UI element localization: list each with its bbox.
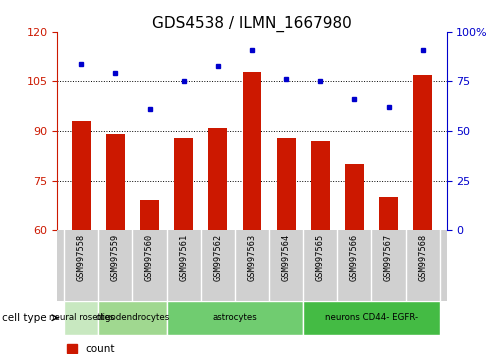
Bar bbox=[413, 75, 432, 230]
Text: GSM997560: GSM997560 bbox=[145, 234, 154, 281]
Bar bbox=[345, 164, 364, 230]
Bar bbox=[174, 138, 193, 230]
Title: GDS4538 / ILMN_1667980: GDS4538 / ILMN_1667980 bbox=[152, 16, 352, 32]
Bar bbox=[98, 301, 167, 335]
Text: GSM997565: GSM997565 bbox=[316, 234, 325, 281]
Text: GSM997564: GSM997564 bbox=[281, 234, 290, 281]
Bar bbox=[277, 138, 295, 230]
Text: GSM997561: GSM997561 bbox=[179, 234, 188, 281]
Text: GSM997559: GSM997559 bbox=[111, 234, 120, 281]
Bar bbox=[311, 141, 330, 230]
Bar bbox=[167, 301, 303, 335]
Text: GSM997562: GSM997562 bbox=[214, 234, 223, 281]
Text: oligodendrocytes: oligodendrocytes bbox=[95, 313, 170, 322]
Text: neural rosettes: neural rosettes bbox=[49, 313, 114, 322]
Bar bbox=[243, 72, 261, 230]
Bar bbox=[209, 128, 227, 230]
Text: GSM997566: GSM997566 bbox=[350, 234, 359, 281]
Bar bbox=[64, 301, 98, 335]
Text: cell type: cell type bbox=[2, 313, 47, 323]
Bar bbox=[72, 121, 91, 230]
Bar bbox=[303, 301, 440, 335]
Text: GSM997568: GSM997568 bbox=[418, 234, 427, 281]
Text: astrocytes: astrocytes bbox=[213, 313, 257, 322]
Legend: count, percentile rank within the sample: count, percentile rank within the sample bbox=[62, 340, 265, 354]
Text: GSM997563: GSM997563 bbox=[248, 234, 256, 281]
Text: neurons CD44- EGFR-: neurons CD44- EGFR- bbox=[325, 313, 418, 322]
Text: GSM997558: GSM997558 bbox=[77, 234, 86, 281]
Text: GSM997567: GSM997567 bbox=[384, 234, 393, 281]
Bar bbox=[379, 197, 398, 230]
Bar bbox=[140, 200, 159, 230]
Bar bbox=[106, 134, 125, 230]
